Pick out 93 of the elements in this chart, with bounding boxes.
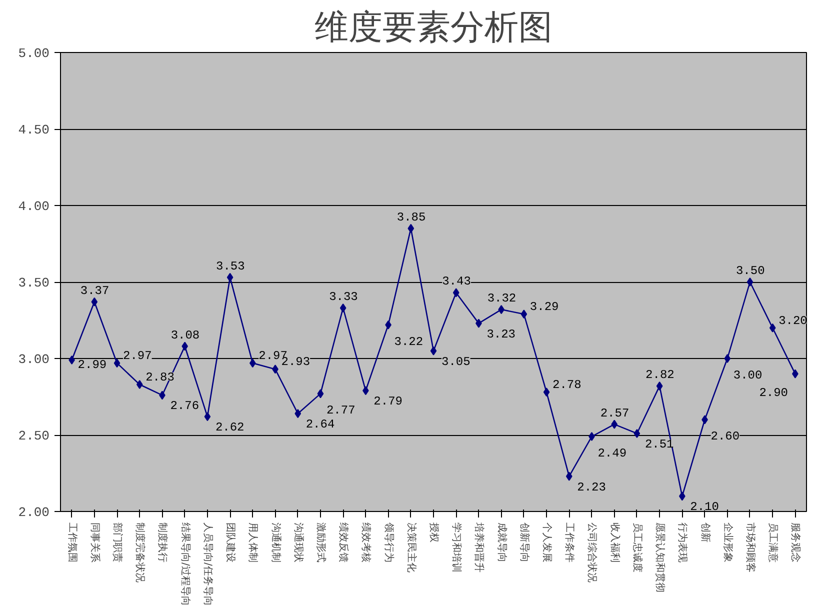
point <box>656 382 663 391</box>
x-tick-label: 成就导向 <box>496 522 508 562</box>
x-tick-label: 制度执行 <box>156 522 169 562</box>
x-tick-label: 员工忠诚度 <box>631 522 644 572</box>
text: 3.53 <box>216 259 245 274</box>
text: 2.99 <box>78 358 107 372</box>
text: 2.77 <box>326 404 356 418</box>
text: 2.83 <box>146 370 174 385</box>
point <box>136 380 143 390</box>
y-tick-label: 4.50 <box>18 122 50 138</box>
point <box>634 428 640 438</box>
x-tick-label: 制度完备状况 <box>134 522 146 582</box>
x-tick-label: 工作氛围 <box>66 522 78 562</box>
text: 2.10 <box>690 500 719 514</box>
x-tick-label: 绩效考核 <box>360 522 372 562</box>
text: 2.49 <box>598 446 627 461</box>
text: 2.78 <box>552 378 582 392</box>
text: 3.43 <box>442 274 471 289</box>
point <box>611 420 618 429</box>
x-tick-label: 决策民主化 <box>405 522 418 572</box>
y-tick-label: 3.50 <box>18 276 50 290</box>
y-tick-label: 4.00 <box>18 199 50 214</box>
text: 3.50 <box>736 264 765 278</box>
text: 3.20 <box>778 314 808 328</box>
text: 2.23 <box>577 480 606 494</box>
x-tick-label: 团队建设 <box>224 522 237 562</box>
x-tick-label: 培养和晋升 <box>473 522 486 572</box>
x-tick-label: 部门职责 <box>112 522 124 562</box>
x-tick-label: 结果导向/过程导向 <box>179 522 192 606</box>
y-tick-label: 2.50 <box>18 428 50 444</box>
text: 3.00 <box>733 368 762 382</box>
text: 3.33 <box>329 290 358 304</box>
x-tick-label: 绩效反馈 <box>338 522 350 562</box>
point <box>226 272 234 282</box>
x-tick-label: 用人体制 <box>247 522 260 562</box>
text: 2.82 <box>646 368 674 382</box>
text: 2.76 <box>170 399 200 414</box>
text: 3.08 <box>170 328 200 342</box>
text: 3.29 <box>530 300 559 314</box>
text: 3.37 <box>80 284 110 298</box>
point <box>114 358 120 368</box>
text: 3.85 <box>396 210 426 224</box>
text: 3.23 <box>486 327 516 342</box>
point <box>543 388 550 397</box>
y-tick-label: 3.00 <box>18 352 50 367</box>
point <box>340 304 346 313</box>
point <box>769 323 776 332</box>
x-tick-label: 创新 <box>699 522 712 542</box>
x-tick-label: 学习和培训 <box>450 522 463 572</box>
x-tick-label: 市场和顾客 <box>744 522 756 572</box>
x-tick-label: 企业形象 <box>722 522 734 562</box>
point <box>430 346 437 356</box>
point <box>566 472 572 481</box>
point <box>746 278 754 286</box>
x-tick-label: 愿景认知和贯彻 <box>654 522 666 592</box>
text: 3.22 <box>394 334 424 349</box>
x-tick-label: 同事关系 <box>88 522 101 562</box>
x-tick-label: 服务观念 <box>790 522 802 562</box>
text: 2.57 <box>600 406 630 420</box>
text: 3.32 <box>487 292 516 306</box>
text: 2.79 <box>374 394 402 409</box>
text: 2.64 <box>306 418 335 432</box>
chart-title: 维度要素分析图 <box>314 8 552 48</box>
x-tick-label: 沟通机制 <box>270 522 282 562</box>
x-tick-label: 员工满意 <box>767 522 780 562</box>
y-tick-label: 2.00 <box>18 505 50 520</box>
x-tick-label: 个人发展 <box>541 522 554 562</box>
text: 2.90 <box>759 386 788 400</box>
point <box>452 288 460 298</box>
text: 2.97 <box>123 349 152 364</box>
x-tick-label: 工作条件 <box>564 522 576 562</box>
text: 2.60 <box>710 430 740 444</box>
x-tick-label: 公司综合状况 <box>586 522 598 582</box>
x-tick-label: 人员导向/任务导向 <box>202 522 214 606</box>
point <box>204 412 211 422</box>
point <box>408 224 414 233</box>
x-tick-label: 沟通现状 <box>292 522 304 562</box>
x-tick-label: 收入福利 <box>608 522 621 562</box>
x-tick-label: 授权 <box>428 522 440 542</box>
point <box>91 297 98 306</box>
x-tick-label: 激励形式 <box>314 522 327 562</box>
text: 2.62 <box>215 420 244 435</box>
point <box>249 358 256 368</box>
text: 2.51 <box>644 437 674 452</box>
point <box>724 354 731 363</box>
point <box>520 310 528 319</box>
point <box>294 409 302 418</box>
x-tick-label: 领导行为 <box>382 522 395 562</box>
y-tick-label: 5.00 <box>18 46 50 61</box>
x-tick-label: 行为表现 <box>676 522 689 562</box>
text: 3.05 <box>442 354 470 369</box>
point <box>317 389 324 398</box>
x-tick-label: 创新导向 <box>518 522 530 562</box>
